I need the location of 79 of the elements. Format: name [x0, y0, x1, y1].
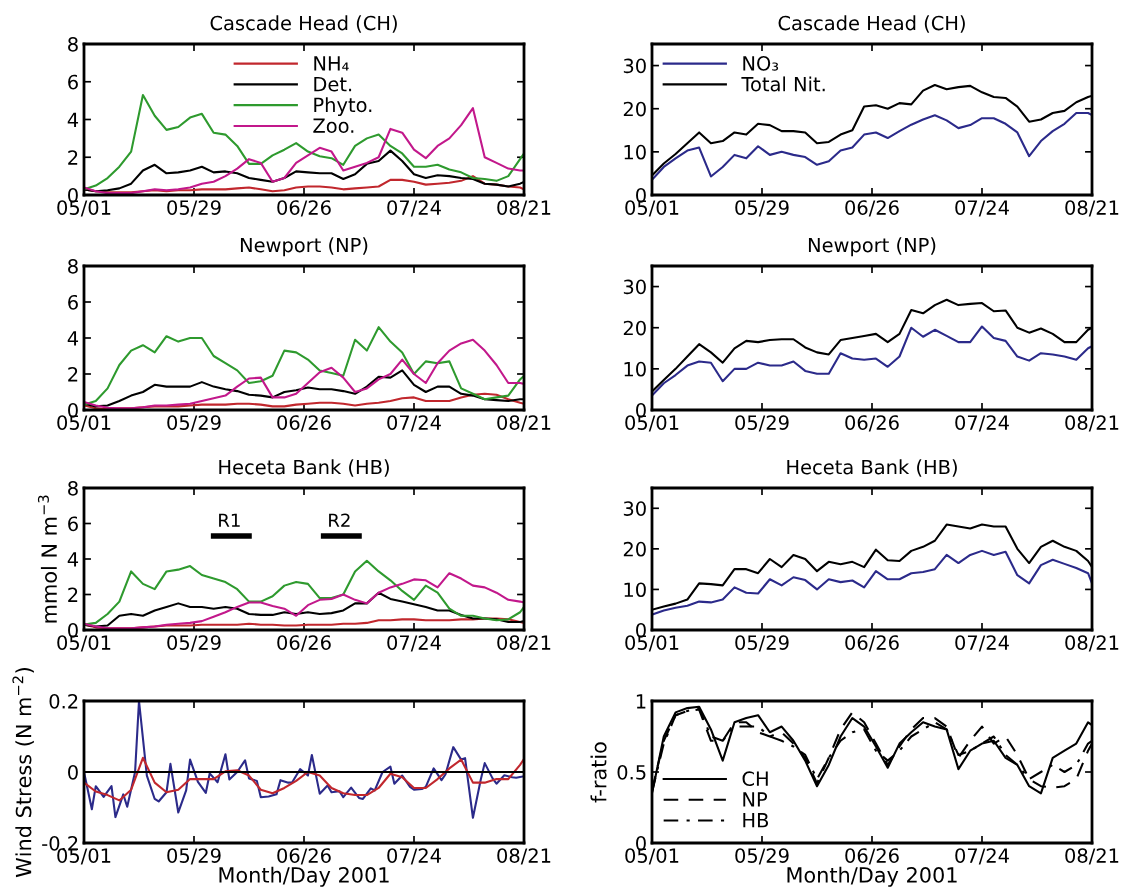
- y-tick-label: 10: [624, 361, 646, 377]
- chart-title: Newport (NP): [808, 237, 936, 257]
- y-axis-title: f-ratio: [590, 742, 607, 803]
- legend-label: NO₃: [743, 56, 779, 71]
- y-tick-label: 4: [67, 331, 79, 346]
- annotation: R1: [219, 513, 240, 527]
- legend-label: Zoo.: [313, 118, 354, 134]
- y-tick-label: 0.5: [617, 764, 646, 780]
- y-tick-label: 6: [68, 294, 78, 310]
- y-tick-label: 8: [68, 480, 78, 496]
- y-tick-label: 10: [624, 582, 646, 598]
- x-tick-label: 07/24: [387, 848, 441, 865]
- y-tick-label: 6: [68, 74, 78, 90]
- y-tick-label: 2: [68, 366, 78, 382]
- x-tick-label: 08/21: [497, 415, 551, 432]
- x-tick-label: 06/26: [845, 200, 899, 217]
- x-tick-label: 06/26: [845, 415, 899, 432]
- x-tick-label: 06/26: [845, 848, 899, 865]
- x-tick-label: 07/24: [955, 200, 1009, 217]
- y-axis-title: mmol N m$^{−3}$: [37, 495, 58, 623]
- y-tick-label: 30: [623, 58, 646, 74]
- x-tick-label: 05/29: [167, 635, 221, 652]
- annotation: R2: [329, 513, 350, 527]
- x-tick-label: 06/26: [277, 415, 331, 432]
- x-tick-label: 05/29: [167, 200, 221, 217]
- x-tick-label: 05/29: [167, 415, 221, 432]
- x-tick-label: 06/26: [277, 848, 331, 865]
- y-tick-label: 30: [623, 279, 646, 295]
- y-tick-label: 2: [68, 587, 78, 602]
- y-tick-label: 20: [623, 101, 646, 117]
- chart-title: Cascade Head (CH): [778, 15, 965, 33]
- chart-title: Heceta Bank (HB): [787, 459, 957, 477]
- y-axis-title: Wind Stress (N m$^{−2}$): [12, 668, 34, 878]
- y-tick-label: 8: [68, 36, 78, 52]
- y-tick-label: 4: [67, 112, 79, 127]
- y-tick-label: 2: [68, 150, 78, 165]
- legend-label: Total Nit.: [741, 76, 825, 92]
- x-tick-label: 07/24: [387, 415, 441, 432]
- x-tick-label: 08/21: [497, 635, 551, 652]
- y-tick-label: 30: [623, 501, 646, 516]
- x-tick-label: 05/29: [735, 635, 789, 652]
- x-tick-label: 08/21: [1065, 200, 1119, 217]
- legend-label: NH₄: [314, 56, 349, 71]
- legend-label: Det.: [314, 77, 352, 92]
- y-tick-label: 8: [68, 258, 78, 274]
- y-tick-label: 10: [624, 144, 646, 160]
- x-tick-label: 05/29: [735, 848, 789, 865]
- chart-title: Cascade Head (CH): [210, 15, 397, 33]
- x-tick-label: 08/21: [1065, 635, 1119, 652]
- x-tick-label: 07/24: [955, 415, 1009, 432]
- x-tick-label: 08/21: [1065, 415, 1119, 432]
- legend-label: HB: [743, 813, 769, 828]
- chart-title: Heceta Bank (HB): [219, 459, 389, 477]
- x-tick-label: 07/24: [387, 635, 441, 652]
- y-tick-label: 0: [68, 764, 78, 780]
- x-tick-label: 05/29: [167, 848, 221, 865]
- legend-label: CH: [742, 771, 768, 787]
- x-tick-label: 07/24: [955, 848, 1009, 865]
- x-tick-label: 05/29: [735, 200, 789, 217]
- y-tick-label: 0.2: [49, 693, 78, 709]
- x-tick-label: 07/24: [387, 200, 441, 217]
- y-tick-label: 20: [623, 320, 646, 336]
- legend-label: NP: [743, 792, 768, 807]
- x-tick-label: 06/26: [277, 635, 331, 652]
- x-tick-label: 05/29: [735, 415, 789, 432]
- chart-title: Newport (NP): [240, 237, 368, 257]
- legend-label: Phyto.: [314, 97, 372, 117]
- x-tick-label: 06/26: [277, 200, 331, 217]
- x-tick-label: 08/21: [497, 848, 551, 865]
- x-axis-title: Month/Day 2001: [787, 866, 957, 887]
- x-tick-label: 08/21: [1065, 848, 1119, 865]
- x-tick-label: 08/21: [497, 200, 551, 217]
- x-tick-label: 07/24: [955, 635, 1009, 652]
- y-tick-label: 1: [636, 694, 646, 709]
- x-axis-title: Month/Day 2001: [219, 866, 389, 887]
- y-tick-label: 4: [67, 552, 79, 567]
- x-tick-label: 06/26: [845, 635, 899, 652]
- y-tick-label: 6: [68, 516, 78, 532]
- y-tick-label: 20: [623, 541, 646, 557]
